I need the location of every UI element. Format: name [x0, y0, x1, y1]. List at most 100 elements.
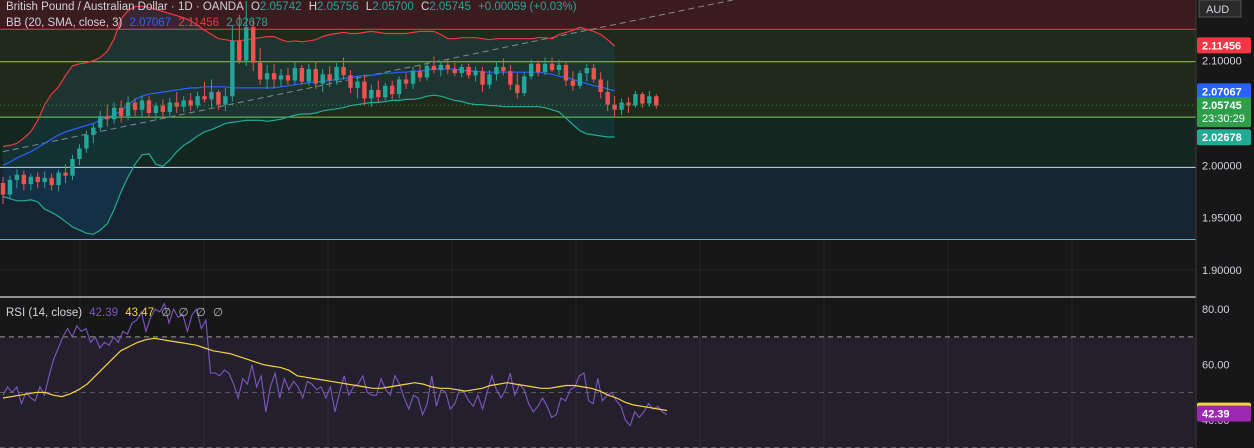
candle[interactable] — [7, 175, 13, 199]
symbol-title[interactable]: British Pound / Australian Dollar · 1D ·… — [6, 1, 244, 13]
candle[interactable] — [549, 57, 555, 73]
candle[interactable] — [257, 48, 263, 85]
candle[interactable] — [112, 102, 117, 124]
rsi-label[interactable]: RSI (14, close) — [6, 307, 83, 319]
candle[interactable] — [70, 154, 75, 180]
rsi-line[interactable] — [2, 302, 668, 427]
candle[interactable] — [244, 1, 249, 66]
rsi-value-badge[interactable]: 42.39 — [1197, 405, 1251, 422]
candle[interactable] — [264, 64, 270, 89]
bb-upper-line[interactable] — [2, 5, 616, 147]
candle[interactable] — [376, 80, 381, 103]
candle[interactable] — [584, 63, 589, 82]
candle[interactable] — [153, 102, 159, 120]
candle[interactable] — [181, 96, 186, 112]
candle[interactable] — [403, 73, 409, 89]
candle[interactable] — [424, 61, 430, 81]
candle[interactable] — [28, 173, 33, 191]
candle[interactable] — [640, 92, 645, 108]
candle[interactable] — [410, 66, 416, 89]
rsi-pane[interactable] — [0, 302, 1196, 448]
bb-label[interactable]: BB (20, SMA, close, 3) — [6, 17, 123, 29]
candle[interactable] — [445, 59, 450, 75]
candle[interactable] — [348, 70, 353, 94]
candle[interactable] — [508, 64, 513, 90]
candle[interactable] — [473, 66, 478, 82]
candle[interactable] — [327, 65, 332, 87]
candle[interactable] — [174, 92, 179, 113]
candle[interactable] — [570, 71, 576, 91]
candle[interactable] — [209, 79, 214, 108]
bb-legend[interactable]: BB (20, SMA, close, 3) 2.07067 2.11456 2… — [6, 16, 272, 30]
candle[interactable] — [237, 14, 242, 64]
candle[interactable] — [542, 57, 548, 76]
price-axis[interactable]: 2.150002.100002.050002.000001.950001.900… — [1195, 0, 1254, 448]
candle[interactable] — [417, 64, 423, 82]
candle[interactable] — [160, 99, 166, 118]
candle[interactable] — [299, 64, 305, 85]
candle[interactable] — [466, 63, 471, 79]
currency-tag[interactable]: AUD — [1198, 0, 1242, 18]
candle[interactable] — [118, 100, 124, 123]
candle[interactable] — [0, 176, 6, 204]
candle[interactable] — [132, 98, 138, 117]
candle[interactable] — [77, 144, 82, 166]
candle[interactable] — [619, 98, 624, 116]
candle[interactable] — [396, 76, 402, 99]
candle[interactable] — [63, 164, 68, 184]
candle[interactable] — [251, 18, 256, 72]
candle[interactable] — [633, 90, 638, 108]
candle[interactable] — [598, 72, 603, 99]
candle[interactable] — [591, 63, 596, 83]
candle[interactable] — [647, 90, 652, 107]
candle[interactable] — [362, 75, 367, 106]
candle[interactable] — [355, 76, 360, 99]
candle[interactable] — [494, 61, 499, 81]
candle[interactable] — [556, 59, 562, 76]
candle[interactable] — [577, 70, 583, 89]
candle[interactable] — [612, 96, 617, 118]
bb-basis-badge[interactable]: 2.07067 — [1197, 83, 1251, 100]
candle[interactable] — [14, 169, 20, 189]
bb-upper-badge[interactable]: 2.11456 — [1197, 37, 1251, 54]
candle[interactable] — [202, 81, 207, 103]
candle[interactable] — [91, 123, 96, 144]
candle[interactable] — [480, 66, 485, 93]
candle[interactable] — [21, 170, 27, 191]
candle[interactable] — [341, 57, 346, 80]
candle[interactable] — [431, 56, 437, 74]
candle[interactable] — [369, 84, 374, 107]
rsi-legend[interactable]: RSI (14, close) 42.39 43.47 ∅ ∅ ∅ ∅ — [6, 306, 227, 320]
candle[interactable] — [167, 98, 172, 117]
candle[interactable] — [223, 87, 228, 111]
bb-lower-line[interactable] — [2, 94, 615, 235]
candle[interactable] — [292, 61, 298, 85]
candle[interactable] — [42, 171, 47, 189]
candle[interactable] — [230, 25, 235, 102]
candle[interactable] — [515, 73, 520, 99]
candle[interactable] — [452, 62, 457, 77]
candle[interactable] — [654, 94, 659, 109]
candle[interactable] — [334, 62, 339, 85]
candle[interactable] — [390, 80, 395, 100]
candle[interactable] — [522, 72, 527, 97]
candle[interactable] — [125, 96, 131, 121]
candle[interactable] — [105, 104, 110, 127]
candle[interactable] — [195, 92, 200, 109]
candle[interactable] — [98, 110, 103, 132]
candle[interactable] — [216, 89, 221, 110]
candle[interactable] — [271, 63, 277, 88]
candle[interactable] — [313, 61, 318, 89]
candle[interactable] — [188, 93, 193, 111]
candle[interactable] — [459, 63, 464, 78]
candle[interactable] — [383, 82, 388, 101]
symbol-legend[interactable]: British Pound / Australian Dollar · 1D ·… — [6, 0, 581, 14]
candle[interactable] — [49, 173, 54, 191]
candle[interactable] — [278, 69, 284, 87]
candle[interactable] — [285, 67, 291, 85]
candle[interactable] — [535, 60, 541, 77]
candle[interactable] — [487, 70, 492, 89]
